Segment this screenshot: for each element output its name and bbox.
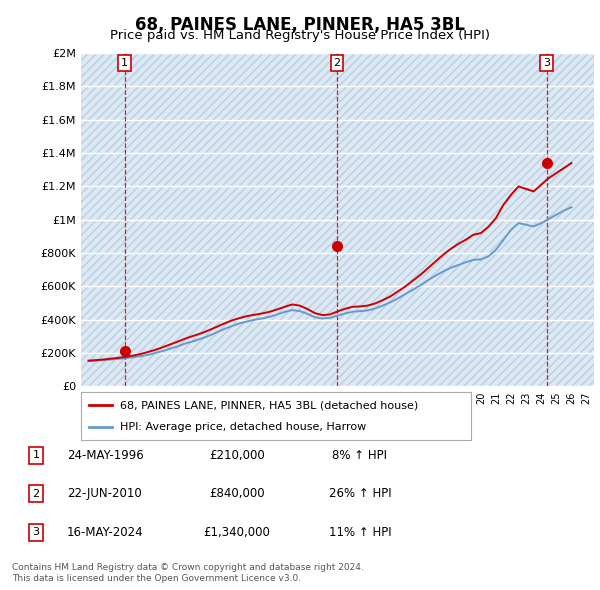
Text: 2: 2 [334,58,341,68]
Text: 22-JUN-2010: 22-JUN-2010 [68,487,142,500]
Text: 16-MAY-2024: 16-MAY-2024 [67,526,143,539]
Text: £210,000: £210,000 [209,449,265,462]
Text: Price paid vs. HM Land Registry's House Price Index (HPI): Price paid vs. HM Land Registry's House … [110,30,490,42]
Text: 68, PAINES LANE, PINNER, HA5 3BL (detached house): 68, PAINES LANE, PINNER, HA5 3BL (detach… [120,400,418,410]
Text: Contains HM Land Registry data © Crown copyright and database right 2024.: Contains HM Land Registry data © Crown c… [12,563,364,572]
Text: This data is licensed under the Open Government Licence v3.0.: This data is licensed under the Open Gov… [12,574,301,583]
Text: £1,340,000: £1,340,000 [203,526,271,539]
Text: 11% ↑ HPI: 11% ↑ HPI [329,526,391,539]
Text: 24-MAY-1996: 24-MAY-1996 [67,449,143,462]
Text: 1: 1 [32,451,40,460]
Text: 8% ↑ HPI: 8% ↑ HPI [332,449,388,462]
Text: 2: 2 [32,489,40,499]
Text: 3: 3 [32,527,40,537]
Text: 26% ↑ HPI: 26% ↑ HPI [329,487,391,500]
Text: £840,000: £840,000 [209,487,265,500]
Text: 68, PAINES LANE, PINNER, HA5 3BL: 68, PAINES LANE, PINNER, HA5 3BL [135,16,465,34]
Text: 3: 3 [543,58,550,68]
Text: HPI: Average price, detached house, Harrow: HPI: Average price, detached house, Harr… [120,422,366,432]
Text: 1: 1 [121,58,128,68]
